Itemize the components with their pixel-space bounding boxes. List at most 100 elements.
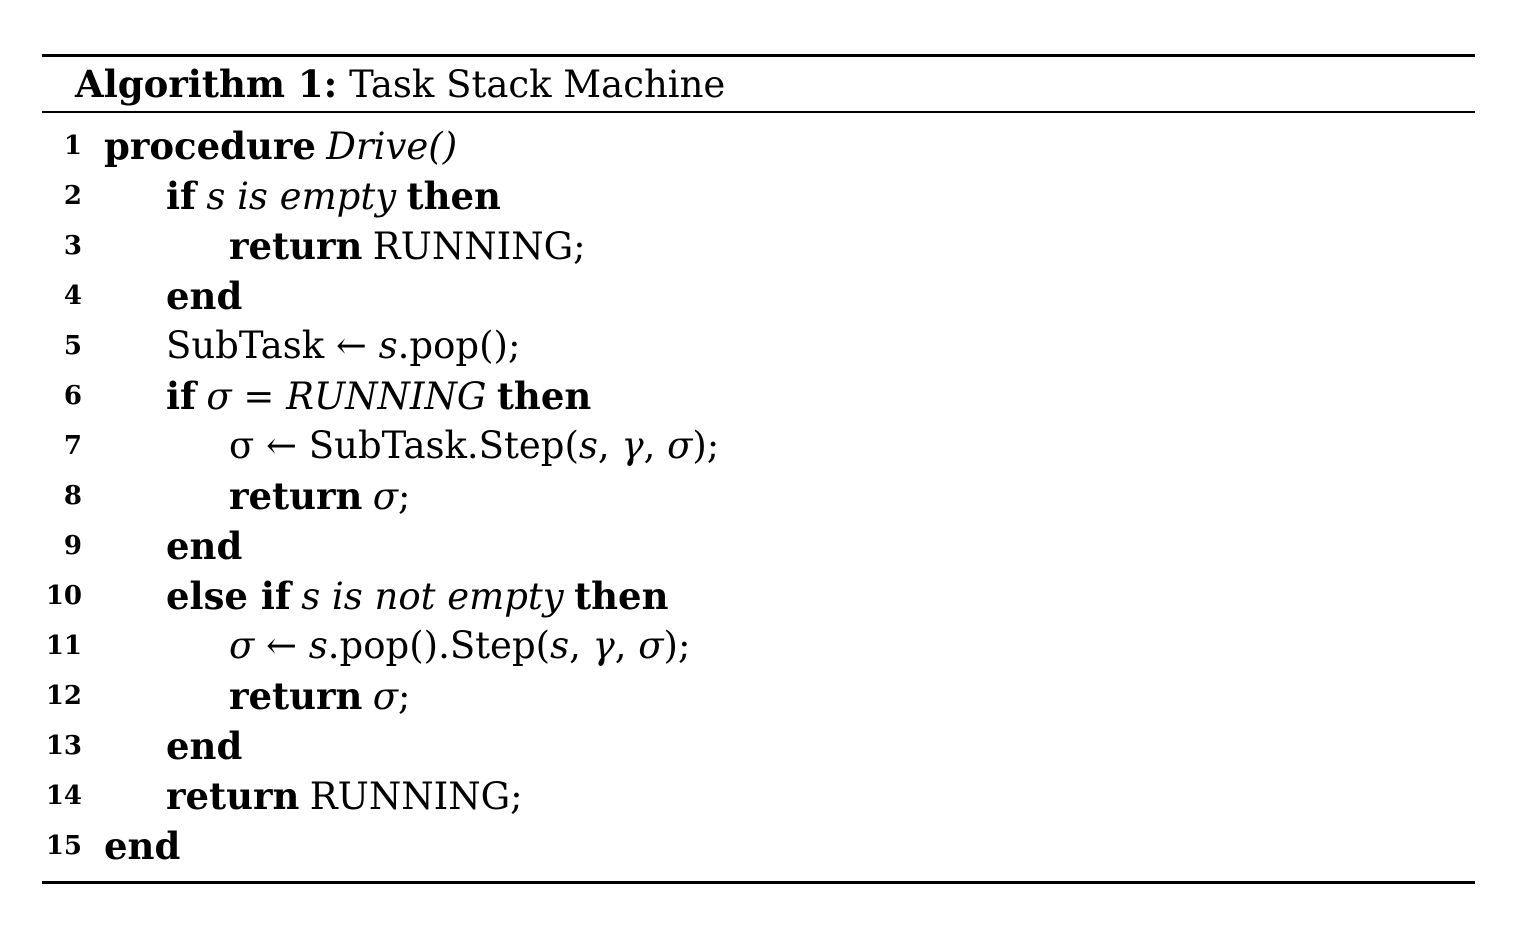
statement-text: ; [398,675,411,718]
keyword-else-if: else if [166,574,291,618]
line-number: 1 [63,131,82,161]
statement-text: σ ← SubTask.Step( [229,424,579,467]
variable: γ [621,424,644,467]
code-line: 6 if σ = RUNNING then [42,371,1475,421]
line-number: 12 [45,681,82,711]
keyword-end: end [104,824,181,868]
line-number: 7 [63,431,82,461]
line-number: 15 [45,831,82,861]
variable: σ [229,624,255,667]
line-content: return RUNNING; [229,221,586,272]
code-line: 9 end [42,521,1475,571]
statement-text: SubTask ← [166,324,379,367]
variable: σ [206,375,232,418]
line-content: if s is empty then [166,171,501,222]
code-line: 12 return σ; [42,671,1475,721]
algorithm-title: Task Stack Machine [349,63,726,106]
line-content: end [166,521,242,572]
line-content: SubTask ← s.pop(); [166,321,520,371]
keyword-return: return [229,474,363,518]
line-content: else if s is not empty then [166,571,669,622]
statement-text: ); [663,624,691,667]
variable: σ [667,424,693,467]
line-content: end [104,821,180,872]
line-number: 13 [45,731,82,761]
return-value: RUNNING; [372,225,586,268]
line-content: procedure Drive() [104,121,457,172]
variable: γ [592,624,615,667]
variable: s [578,424,598,467]
line-number: 11 [45,631,82,661]
variable: σ [372,675,399,718]
code-line: 10 else if s is not empty then [42,571,1475,621]
keyword-then: then [574,574,669,618]
code-line: 7 σ ← SubTask.Step(s, γ, σ); [42,421,1475,471]
statement-text: .pop().Step( [327,624,551,667]
line-content: return RUNNING; [166,771,523,822]
keyword-end: end [166,274,243,318]
keyword-then: then [496,374,592,418]
condition: s is not empty [301,575,564,618]
line-number: 3 [63,231,82,261]
variable: σ [372,475,399,518]
operator: ← [254,624,309,667]
condition: RUNNING [286,375,487,418]
line-content: σ ← s.pop().Step(s, γ, σ); [229,621,690,671]
code-line: 5 SubTask ← s.pop(); [42,321,1475,371]
variable: σ [638,624,664,667]
keyword-return: return [229,674,363,718]
separator: , [643,424,668,467]
line-content: return σ; [229,671,411,722]
line-number: 10 [45,581,82,611]
line-number: 14 [45,781,82,811]
statement-text: .pop(); [397,324,521,367]
condition: s is empty [206,175,397,218]
statement-text: ); [692,424,720,467]
line-number: 2 [63,181,82,211]
line-content: σ ← SubTask.Step(s, γ, σ); [229,421,719,471]
caption-rule [42,111,1475,113]
line-content: if σ = RUNNING then [166,371,591,422]
separator: , [597,424,622,467]
keyword-procedure: procedure [104,124,316,168]
variable: s [378,324,398,367]
line-number: 5 [63,331,82,361]
return-value: RUNNING; [309,775,523,818]
line-number: 8 [63,481,82,511]
separator: , [614,624,639,667]
keyword-if: if [166,174,196,218]
code-line: 2 if s is empty then [42,171,1475,221]
line-content: end [166,721,242,772]
code-line: 11 σ ← s.pop().Step(s, γ, σ); [42,621,1475,671]
algorithm-body: 1 procedure Drive() 2 if s is empty then 3 … [42,113,1475,881]
code-line: 15 end [42,821,1475,871]
separator: , [569,624,593,667]
code-line: 13 end [42,721,1475,771]
code-line: 3 return RUNNING; [42,221,1475,271]
line-content: return σ; [229,471,411,522]
code-line: 14 return RUNNING; [42,771,1475,821]
keyword-return: return [229,224,363,268]
keyword-return: return [166,774,300,818]
keyword-end: end [166,724,243,768]
bottom-rule [42,881,1475,884]
code-line: 4 end [42,271,1475,321]
code-line: 1 procedure Drive() [42,121,1475,171]
code-line: 8 return σ; [42,471,1475,521]
operator: = [231,375,287,418]
keyword-then: then [406,174,501,218]
keyword-end: end [166,524,243,568]
line-number: 9 [63,531,82,561]
line-number: 6 [63,381,82,411]
top-rule [42,54,1475,57]
line-number: 4 [63,281,82,311]
algorithm-caption: Algorithm 1: Task Stack Machine [42,57,1475,111]
procedure-name: Drive() [326,125,458,168]
statement-text: ; [398,475,411,518]
variable: s [550,624,570,667]
keyword-if: if [166,374,196,418]
algorithm-block: Algorithm 1: Task Stack Machine 1 proced… [42,54,1475,884]
line-content: end [166,271,242,322]
variable: s [308,624,328,667]
algorithm-label: Algorithm 1: [75,62,338,106]
